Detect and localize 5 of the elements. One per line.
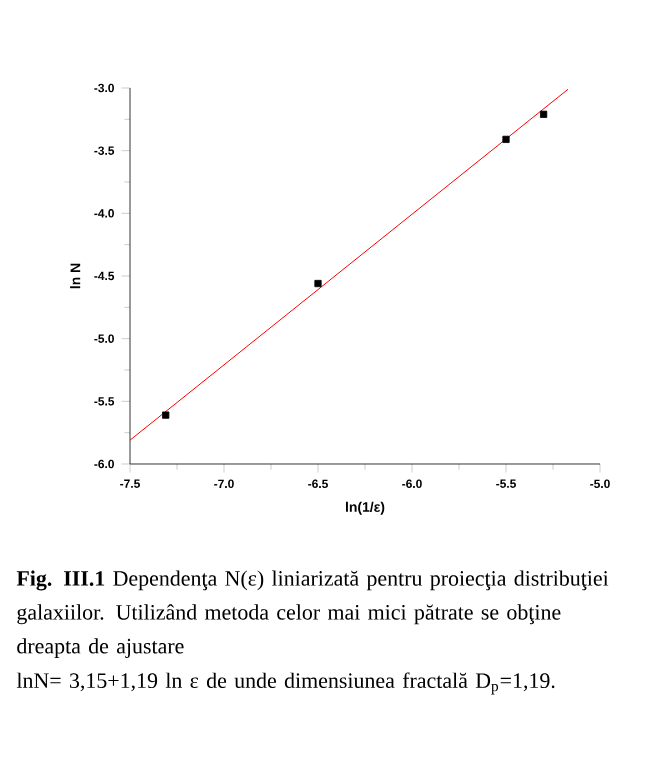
point — [502, 135, 510, 143]
text: lnN= 3,15+1,19 ln ε de unde dimensiunea fractală D$_{p}$=1,19. — [16, 672, 555, 695]
point — [314, 279, 322, 288]
point — [162, 411, 170, 419]
point — [540, 110, 548, 118]
